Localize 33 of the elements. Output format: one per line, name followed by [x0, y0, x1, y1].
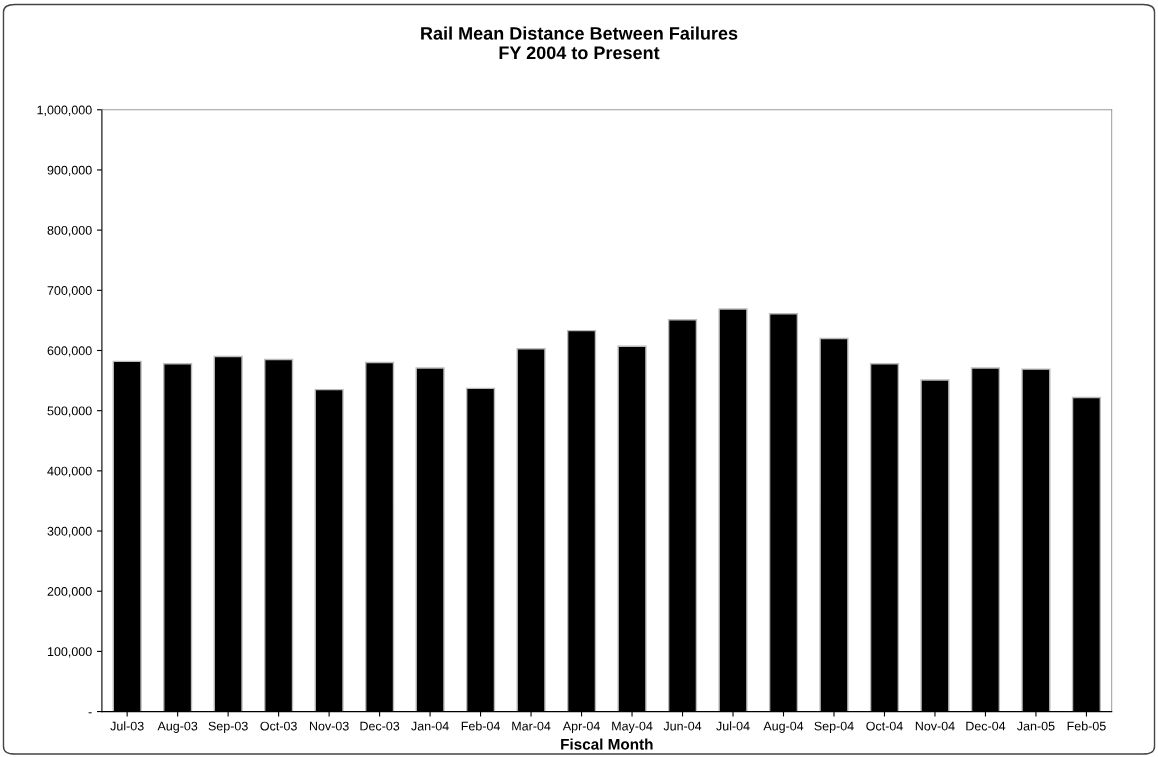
y-tick-label: 200,000 [47, 587, 92, 598]
x-tick-label: Sep-03 [208, 721, 248, 733]
x-axis-title: Fiscal Month [561, 738, 653, 750]
x-tick-label: Sep-04 [814, 721, 854, 733]
x-tick-label: Jun-04 [663, 721, 702, 731]
x-tick-label: Oct-03 [260, 721, 297, 731]
x-tick-label: Nov-04 [915, 721, 955, 731]
x-tick-label: Jan-04 [411, 721, 449, 731]
x-tick-label: Nov-03 [309, 721, 349, 731]
x-tick-label: Jul-03 [110, 721, 144, 731]
y-tick-label: 700,000 [47, 286, 92, 297]
y-tick-label: 300,000 [47, 526, 92, 538]
y-tick-label: 400,000 [47, 466, 92, 477]
x-tick-label: Aug-03 [157, 721, 198, 733]
x-tick-label: Mar-04 [512, 721, 551, 731]
y-tick-label: 100,000 [47, 647, 92, 658]
x-tick-label: Aug-04 [763, 721, 804, 733]
x-tick-label: May-04 [612, 721, 653, 733]
x-tick-label: Apr-04 [562, 721, 600, 733]
y-tick-label: 900,000 [47, 165, 92, 177]
x-tick-label: Feb-05 [1067, 721, 1106, 731]
x-tick-label: Jul-04 [716, 721, 750, 731]
x-tick-label: Dec-04 [966, 721, 1006, 731]
x-tick-label: Feb-04 [461, 721, 501, 731]
y-tick-label: 800,000 [47, 225, 92, 237]
x-tick-label: Jan-05 [1017, 721, 1055, 731]
x-tick-label: Oct-04 [866, 721, 903, 731]
y-tick-label: 500,000 [47, 406, 92, 417]
y-tick-label: 600,000 [47, 346, 92, 357]
y-tick-label: - [88, 712, 92, 714]
chart-title: Rail Mean Distance Between Failures FY 2004 to Present [421, 26, 738, 60]
x-tick-label: Dec-03 [360, 721, 400, 731]
y-tick-label: 1,000,000 [37, 105, 92, 116]
